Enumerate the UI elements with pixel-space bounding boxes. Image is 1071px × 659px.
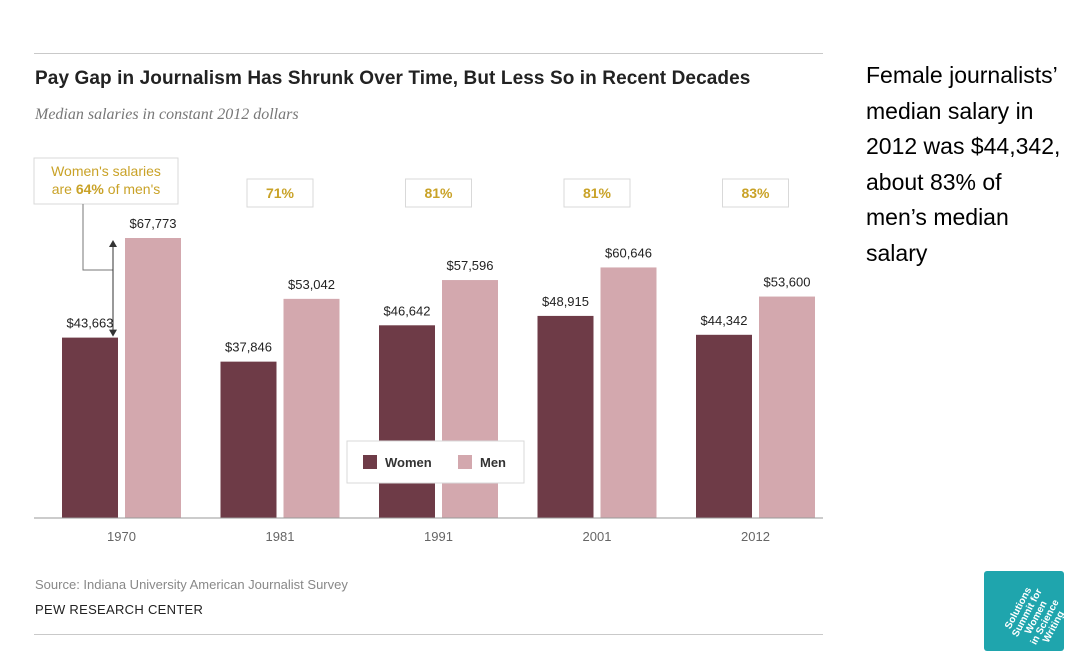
x-tick-2001: 2001 xyxy=(583,529,612,544)
ratio-label-1991: 81% xyxy=(424,185,453,201)
bottom-rule xyxy=(34,634,823,635)
callout-annotation: Women's salaries are 64% of men's xyxy=(33,157,179,337)
value-labels-layer: $43,663 $67,773 $37,846 $53,042 $46,642 $57,5… xyxy=(67,216,811,355)
arrow-head-bottom xyxy=(109,329,117,337)
org-name: PEW RESEARCH CENTER xyxy=(35,602,204,617)
bar-women-2001 xyxy=(537,315,594,518)
value-label-men-1991: $57,596 xyxy=(447,258,494,273)
value-label-women-1981: $37,846 xyxy=(225,340,272,355)
ratio-box-1991 xyxy=(405,178,472,208)
callout-line2: are 64% of men's xyxy=(52,181,161,197)
callout-box xyxy=(33,157,179,205)
bar-men-2012 xyxy=(759,296,815,518)
bar-men-2001 xyxy=(600,267,657,518)
x-tick-1970: 1970 xyxy=(107,529,136,544)
bar-chart: $43,663 $67,773 $37,846 $53,042 $46,642 $57,5… xyxy=(33,157,823,544)
ratio-label-2012: 83% xyxy=(741,185,770,201)
legend-swatch-men xyxy=(458,455,472,469)
bar-men-1970 xyxy=(125,238,181,518)
value-label-women-2012: $44,342 xyxy=(701,313,748,328)
value-label-women-1970: $43,663 xyxy=(67,316,114,331)
callout-pct: 64% xyxy=(76,181,105,197)
side-note: Female journalists’ median salary in 201… xyxy=(866,62,1061,266)
x-tick-1981: 1981 xyxy=(266,529,295,544)
source-note: Source: Indiana University American Jour… xyxy=(35,577,348,592)
bar-women-1981 xyxy=(220,361,277,518)
value-label-women-1991: $46,642 xyxy=(384,303,431,318)
bar-women-2012 xyxy=(696,334,752,518)
summit-logo: Solutions Summit for Women in Science Wr… xyxy=(984,571,1064,651)
ratio-label-1981: 71% xyxy=(266,185,295,201)
value-label-men-2001: $60,646 xyxy=(605,245,652,260)
top-rule xyxy=(34,53,823,54)
ratio-box-2001 xyxy=(563,178,631,208)
legend-label-men: Men xyxy=(480,455,506,470)
legend-swatch-women xyxy=(363,455,377,469)
bar-women-1970 xyxy=(62,337,118,518)
x-tick-labels: 1970 1981 1991 2001 2012 xyxy=(107,529,770,544)
chart-subtitle: Median salaries in constant 2012 dollars xyxy=(35,106,299,123)
chart-title: Pay Gap in Journalism Has Shrunk Over Ti… xyxy=(35,68,751,89)
ratio-box-1981 xyxy=(246,178,314,208)
bar-men-1981 xyxy=(283,298,340,518)
bar-women-1991 xyxy=(379,325,435,518)
arrow-head-top xyxy=(109,240,117,247)
logo-text: Solutions Summit for Women in Science Wr… xyxy=(1003,585,1064,647)
x-tick-1991: 1991 xyxy=(424,529,453,544)
bars-layer xyxy=(62,238,815,518)
ratio-labels-layer: 71% 81% 81% 83% xyxy=(246,178,789,208)
value-label-men-1970: $67,773 xyxy=(130,216,177,231)
callout-line1: Women's salaries xyxy=(51,163,161,179)
x-tick-2012: 2012 xyxy=(741,529,770,544)
legend-label-women: Women xyxy=(385,455,432,470)
value-label-men-2012: $53,600 xyxy=(764,275,811,290)
value-label-women-2001: $48,915 xyxy=(542,294,589,309)
callout-leader xyxy=(82,204,113,271)
legend: Women Men xyxy=(346,440,525,484)
ratio-label-2001: 81% xyxy=(583,185,612,201)
ratio-box-2012 xyxy=(722,178,789,208)
value-label-men-1981: $53,042 xyxy=(288,277,335,292)
